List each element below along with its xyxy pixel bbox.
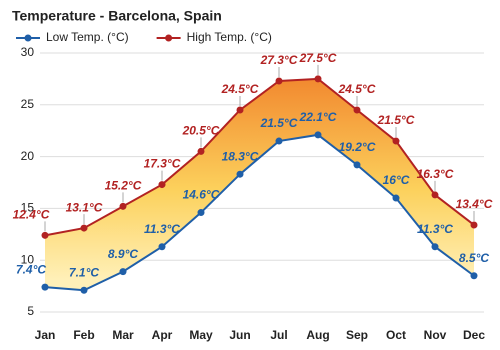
y-tick-label: 5 — [27, 304, 34, 318]
point — [236, 106, 244, 114]
value-label: 13.4°C — [456, 197, 493, 211]
x-tick-label: Mar — [112, 328, 134, 342]
legend-dot — [24, 34, 32, 42]
value-label: 21.5°C — [260, 116, 298, 130]
point — [470, 221, 478, 229]
point — [119, 202, 127, 210]
point — [275, 77, 283, 85]
chart-title: Temperature - Barcelona, Spain — [12, 8, 222, 24]
point — [41, 283, 49, 291]
point — [158, 243, 166, 251]
point — [80, 286, 88, 294]
x-tick-label: Dec — [463, 328, 485, 342]
y-tick-label: 25 — [21, 97, 35, 111]
point — [431, 191, 439, 199]
y-tick-label: 15 — [21, 201, 35, 215]
value-label: 27.3°C — [260, 53, 298, 67]
legend-dot — [165, 34, 173, 42]
y-tick-label: 20 — [21, 149, 35, 163]
x-tick-label: Jun — [229, 328, 250, 342]
point — [431, 243, 439, 251]
point — [470, 272, 478, 280]
point — [314, 75, 322, 83]
value-label: 11.3°C — [417, 222, 453, 236]
value-label: 12.4°C — [13, 208, 50, 222]
point — [392, 137, 400, 145]
value-label: 8.9°C — [108, 247, 138, 261]
point — [353, 161, 361, 169]
value-label: 18.3°C — [222, 149, 259, 163]
value-label: 8.5°C — [459, 251, 489, 265]
value-label: 11.3°C — [144, 222, 180, 236]
legend-label: Low Temp. (°C) — [46, 30, 129, 44]
legend-label: High Temp. (°C) — [187, 30, 272, 44]
y-tick-label: 30 — [21, 45, 35, 59]
x-tick-label: Jan — [35, 328, 56, 342]
x-tick-label: Aug — [306, 328, 329, 342]
point — [41, 231, 49, 239]
point — [314, 131, 322, 139]
series-line — [44, 133, 475, 292]
x-tick-label: Sep — [346, 328, 368, 342]
x-tick-label: Jul — [270, 328, 287, 342]
x-tick-label: Feb — [73, 328, 94, 342]
value-label: 24.5°C — [338, 82, 376, 96]
point — [197, 209, 205, 217]
point — [353, 106, 361, 114]
x-tick-label: Apr — [152, 328, 173, 342]
value-label: 20.5°C — [182, 124, 220, 138]
x-tick-label: Oct — [386, 328, 406, 342]
value-label: 15.2°C — [105, 178, 142, 192]
point — [80, 224, 88, 232]
value-label: 24.5°C — [221, 82, 259, 96]
value-label: 16.3°C — [417, 167, 454, 181]
series-line — [44, 77, 475, 237]
value-label: 7.4°C — [16, 262, 46, 276]
value-label: 17.3°C — [144, 157, 181, 171]
value-label: 13.1°C — [66, 200, 103, 214]
value-label: 7.1°C — [69, 265, 99, 279]
range-area — [45, 78, 474, 291]
y-tick-label: 10 — [21, 252, 35, 266]
point — [119, 268, 127, 276]
point — [197, 147, 205, 155]
point — [236, 170, 244, 178]
value-label: 21.5°C — [377, 113, 415, 127]
point — [158, 181, 166, 189]
point — [275, 137, 283, 145]
value-label: 27.5°C — [299, 51, 337, 65]
value-label: 22.1°C — [299, 110, 337, 124]
value-label: 14.6°C — [183, 188, 220, 202]
x-tick-label: Nov — [424, 328, 447, 342]
x-tick-label: May — [189, 328, 213, 342]
value-label: 19.2°C — [339, 140, 376, 154]
value-label: 16°C — [383, 173, 410, 187]
point — [392, 194, 400, 202]
